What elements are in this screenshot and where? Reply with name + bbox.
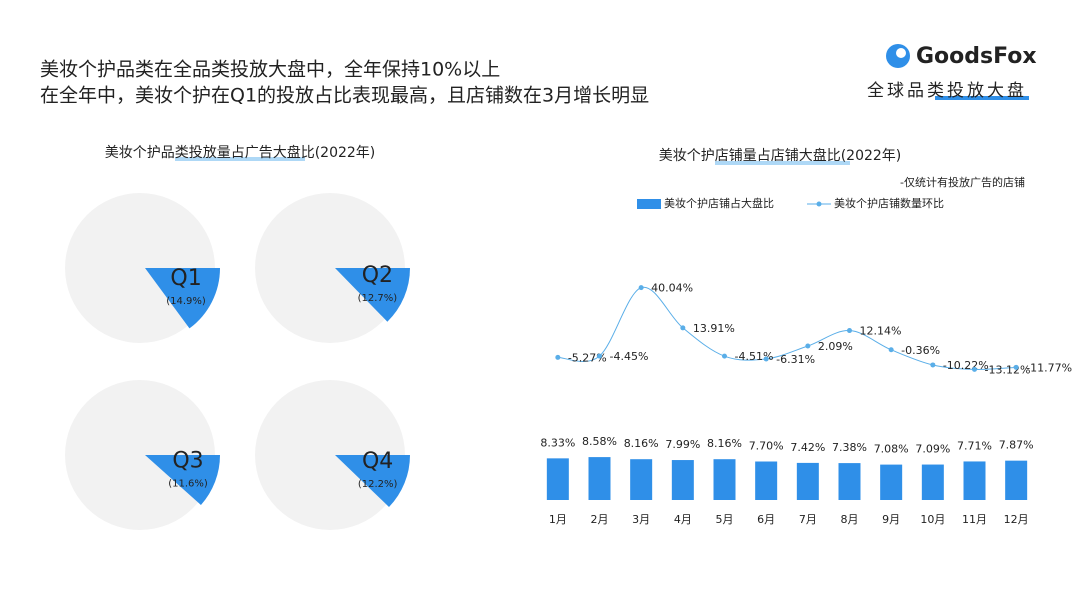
line-point: [805, 343, 811, 349]
legend-swatch: [637, 199, 661, 209]
logo-icon: [896, 48, 906, 58]
x-tick-label: 1月: [549, 513, 567, 526]
line-point: [763, 356, 769, 362]
point-label: -4.51%: [735, 350, 774, 363]
line-point: [597, 353, 602, 359]
pie-slice: [145, 455, 220, 505]
bar: [838, 463, 861, 500]
slice-label: Q4: [362, 449, 393, 474]
headline: 美妆个护品类在全品类投放大盘中，全年保持10%以上: [40, 59, 500, 81]
bar: [921, 464, 944, 500]
bar-label: 8.33%: [540, 436, 575, 449]
brand: GoodsFox: [916, 44, 1037, 69]
bar-label: 8.58%: [582, 435, 617, 448]
bar: [713, 459, 736, 500]
chart-title: 美妆个护品类投放量占广告大盘比(2022年): [105, 144, 376, 161]
line-point: [972, 366, 977, 372]
headline: 在全年中，美妆个护在Q1的投放占比表现最高，且店铺数在3月增长明显: [40, 85, 649, 107]
x-tick-label: 6月: [757, 513, 775, 526]
bar: [880, 464, 903, 500]
x-tick-label: 5月: [716, 513, 734, 526]
point-label: 40.04%: [651, 282, 693, 295]
bar: [546, 458, 569, 500]
line-point: [722, 353, 727, 359]
bar-label: 7.71%: [957, 439, 992, 452]
line-point: [555, 354, 561, 360]
point-label: -4.45%: [610, 350, 649, 363]
bar-label: 7.42%: [790, 441, 825, 454]
bar: [588, 457, 611, 500]
point-label: 12.14%: [860, 325, 902, 338]
pie-slice: [335, 455, 410, 508]
line-point: [638, 285, 644, 291]
bar-label: 7.99%: [665, 438, 700, 451]
slice-label: Q1: [170, 266, 201, 291]
bar: [1005, 460, 1028, 500]
bar-label: 7.87%: [999, 439, 1034, 452]
slice-value: (12.2%): [358, 479, 398, 490]
x-tick-label: 8月: [841, 513, 859, 526]
line-point: [888, 347, 894, 353]
point-label: -13.12%: [985, 363, 1031, 376]
point-label: -10.22%: [943, 359, 989, 372]
legend-label: 美妆个护店铺数量环比: [834, 196, 944, 210]
bar: [671, 460, 694, 500]
bar-label: 8.16%: [624, 437, 659, 450]
bar-label: 7.38%: [832, 441, 867, 454]
x-tick-label: 10月: [920, 513, 945, 526]
x-tick-label: 3月: [632, 513, 650, 526]
bar-label: 7.70%: [749, 440, 784, 453]
point-label: 13.91%: [693, 322, 735, 335]
point-label: -5.27%: [568, 351, 607, 364]
x-tick-label: 12月: [1004, 513, 1029, 526]
bar: [963, 461, 986, 500]
pie-rest: [65, 380, 215, 530]
bar-label: 8.16%: [707, 437, 742, 450]
point-label: 2.09%: [818, 340, 853, 353]
line-point: [1013, 364, 1019, 370]
tag-underline: [935, 96, 1029, 100]
note: -仅统计有投放广告的店铺: [900, 175, 1025, 189]
x-tick-label: 2月: [591, 513, 609, 526]
line-point: [847, 328, 852, 334]
title-underline: [715, 161, 850, 165]
x-tick-label: 7月: [799, 513, 817, 526]
bar-label: 7.08%: [874, 443, 909, 456]
tag: 全球品类投放大盘: [867, 81, 1027, 101]
logo: GoodsFox: [886, 44, 1037, 69]
pie-rest: [255, 193, 405, 343]
point-label: -6.31%: [776, 353, 815, 366]
slice-label: Q3: [172, 448, 203, 473]
legend-label: 美妆个护店铺占大盘比: [664, 196, 774, 210]
pie-rest: [255, 380, 405, 530]
bar-label: 7.09%: [915, 443, 950, 456]
slice-label: Q2: [362, 263, 393, 288]
line-point: [680, 325, 686, 331]
point-label: -11.77%: [1026, 361, 1072, 374]
pie-slice: [145, 268, 220, 329]
chart-title: 美妆个护店铺量占店铺大盘比(2022年): [659, 147, 902, 164]
line-point: [930, 362, 936, 368]
x-tick-label: 4月: [674, 513, 692, 526]
point-label: -0.36%: [901, 344, 940, 357]
slice-value: (11.6%): [168, 478, 208, 489]
bar: [630, 459, 653, 500]
slice-value: (12.7%): [358, 293, 398, 304]
pie-slice: [335, 268, 410, 322]
x-tick-label: 11月: [962, 513, 987, 526]
bar: [796, 462, 819, 500]
title-underline: [175, 157, 305, 161]
x-tick-label: 9月: [882, 513, 900, 526]
legend-dot: [816, 201, 822, 207]
bar: [755, 461, 778, 500]
slice-value: (14.9%): [166, 296, 206, 307]
